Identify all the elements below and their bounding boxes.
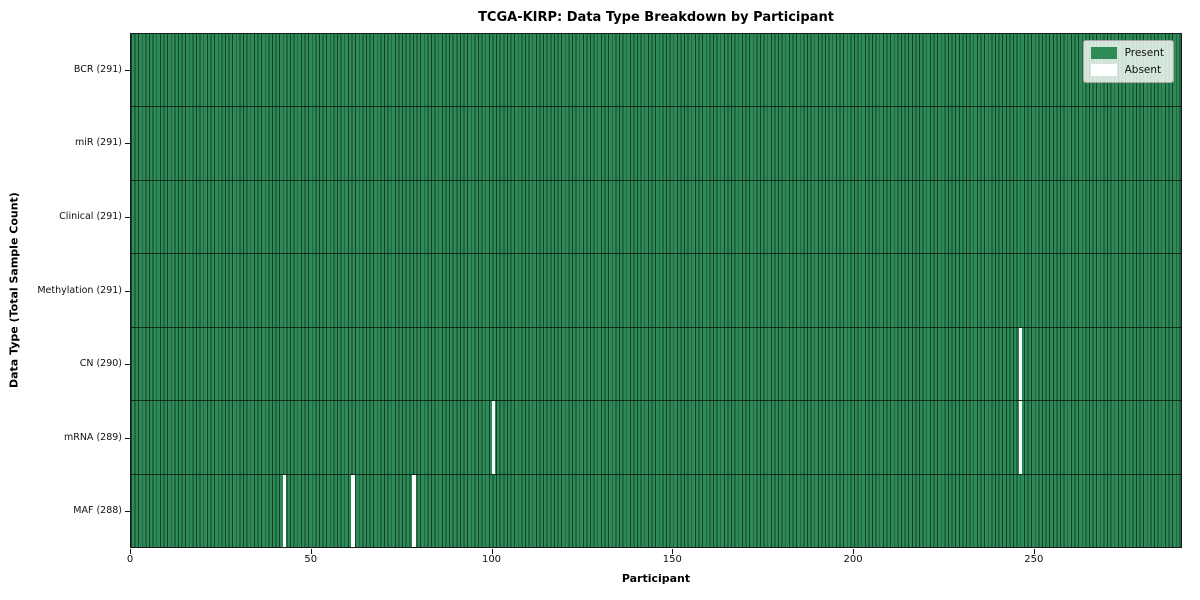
y-tick-mark — [125, 364, 130, 365]
y-tick-label: miR (291) — [74, 137, 122, 149]
x-tick-label: 100 — [481, 554, 502, 565]
absent-marker — [1018, 401, 1023, 474]
absent-marker — [282, 474, 287, 547]
absent-marker — [351, 474, 355, 547]
y-tick-mark — [125, 511, 130, 512]
x-tick-label: 200 — [843, 554, 863, 565]
x-tick-label: 150 — [662, 554, 682, 565]
y-tick-label: BCR (291) — [73, 63, 122, 75]
y-tick-mark — [125, 143, 130, 144]
absent-swatch-icon — [1090, 64, 1117, 76]
absent-marker — [1018, 327, 1023, 401]
heatmap-row-clinical — [131, 180, 1181, 255]
y-tick-mark — [125, 438, 130, 439]
legend-label-present: Present — [1124, 47, 1164, 59]
y-tick-label: MAF (288) — [73, 505, 122, 517]
heatmap-row-mrna — [131, 401, 1181, 475]
heatmap-row-bcr — [131, 34, 1181, 108]
legend-item-present: Present — [1090, 47, 1164, 59]
y-tick-mark — [125, 70, 130, 71]
y-tick-label: CN (290) — [79, 358, 122, 370]
heatmap-row-methylation — [131, 254, 1181, 328]
x-axis-label: Participant — [621, 572, 691, 585]
absent-marker — [412, 474, 417, 547]
x-tick-mark — [672, 549, 673, 554]
legend-label-absent: Absent — [1124, 64, 1162, 76]
y-tick-label: Clinical (291) — [59, 210, 122, 222]
x-tick-mark — [492, 549, 493, 554]
heatmap-row-maf — [131, 474, 1181, 547]
chart-title: TCGA-KIRP: Data Type Breakdown by Partic… — [478, 10, 834, 25]
heatmap-row-mir — [131, 107, 1181, 181]
legend: Present Absent — [1082, 40, 1174, 83]
x-tick-mark — [1034, 549, 1035, 554]
absent-marker — [491, 401, 496, 474]
y-tick-label: Methylation (291) — [37, 284, 122, 296]
x-tick-mark — [130, 549, 131, 554]
present-swatch-icon — [1090, 47, 1117, 59]
y-tick-label: mRNA (289) — [63, 431, 122, 443]
x-tick-label: 250 — [1024, 554, 1044, 565]
plot-area — [130, 33, 1182, 548]
x-tick-mark — [311, 549, 312, 554]
y-tick-mark — [125, 217, 130, 218]
heatmap-row-cn — [131, 327, 1181, 402]
y-tick-mark — [125, 291, 130, 292]
x-tick-mark — [853, 549, 854, 554]
x-tick-label: 0 — [126, 554, 134, 565]
legend-item-absent: Absent — [1090, 64, 1164, 76]
x-tick-label: 50 — [304, 554, 318, 565]
